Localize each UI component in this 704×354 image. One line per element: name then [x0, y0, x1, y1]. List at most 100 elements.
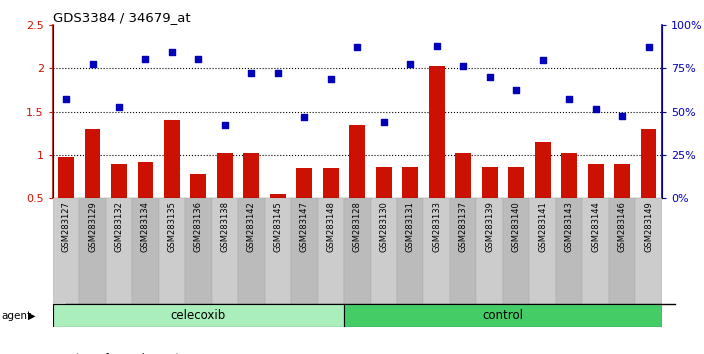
- Bar: [212, 198, 238, 304]
- Bar: [582, 198, 609, 304]
- Bar: [349, 125, 365, 198]
- Point: [378, 119, 389, 125]
- Bar: [614, 164, 630, 198]
- Bar: [450, 198, 477, 304]
- Text: GSM283149: GSM283149: [644, 201, 653, 252]
- Text: GSM283140: GSM283140: [512, 201, 521, 252]
- Bar: [244, 153, 259, 198]
- Text: GSM283129: GSM283129: [88, 201, 97, 252]
- Text: GSM283143: GSM283143: [565, 201, 574, 252]
- Text: celecoxib: celecoxib: [171, 309, 226, 322]
- Text: GSM283142: GSM283142: [247, 201, 256, 252]
- Bar: [529, 198, 556, 304]
- Bar: [429, 67, 445, 198]
- Bar: [191, 174, 206, 198]
- Point: [272, 70, 284, 76]
- Text: GSM283135: GSM283135: [168, 201, 177, 252]
- Bar: [323, 168, 339, 198]
- Bar: [534, 142, 551, 198]
- Bar: [344, 198, 370, 304]
- Point: [537, 57, 548, 63]
- Point: [434, 226, 446, 232]
- Bar: [265, 198, 291, 304]
- Bar: [53, 198, 80, 304]
- Bar: [556, 198, 582, 304]
- Point: [87, 61, 98, 67]
- Bar: [397, 198, 424, 304]
- Text: GSM283128: GSM283128: [353, 201, 362, 252]
- Bar: [217, 153, 233, 198]
- Point: [219, 122, 230, 127]
- Point: [193, 57, 204, 62]
- Bar: [132, 198, 158, 304]
- Bar: [270, 194, 286, 198]
- Bar: [477, 198, 503, 304]
- Point: [590, 106, 601, 112]
- Bar: [370, 198, 397, 304]
- Point: [458, 63, 469, 68]
- Bar: [508, 167, 524, 198]
- Text: GSM283130: GSM283130: [379, 201, 389, 252]
- Text: GSM283145: GSM283145: [273, 201, 282, 252]
- Bar: [641, 129, 656, 198]
- Bar: [238, 198, 265, 304]
- Point: [563, 96, 574, 101]
- Point: [140, 57, 151, 62]
- Bar: [503, 198, 529, 304]
- Text: agent: agent: [1, 311, 32, 321]
- Bar: [376, 167, 391, 198]
- Text: GSM283127: GSM283127: [61, 201, 70, 252]
- Text: GSM283147: GSM283147: [300, 201, 309, 252]
- Text: GSM283144: GSM283144: [591, 201, 600, 252]
- Bar: [424, 198, 450, 304]
- Text: transformed count: transformed count: [76, 353, 180, 354]
- Text: GSM283136: GSM283136: [194, 201, 203, 252]
- Text: GDS3384 / 34679_at: GDS3384 / 34679_at: [53, 11, 190, 24]
- Bar: [588, 164, 603, 198]
- Bar: [561, 153, 577, 198]
- Text: GSM283139: GSM283139: [485, 201, 494, 252]
- Text: GSM283138: GSM283138: [220, 201, 230, 252]
- Text: GSM283141: GSM283141: [538, 201, 547, 252]
- Point: [351, 45, 363, 50]
- Text: control: control: [482, 309, 523, 322]
- Bar: [482, 167, 498, 198]
- Bar: [402, 167, 418, 198]
- Point: [643, 45, 654, 50]
- Point: [61, 96, 72, 101]
- Point: [617, 113, 628, 119]
- Bar: [53, 198, 662, 304]
- Text: GSM283133: GSM283133: [432, 201, 441, 252]
- Point: [325, 76, 337, 82]
- Bar: [137, 162, 153, 198]
- Point: [246, 70, 257, 76]
- Point: [166, 49, 177, 55]
- Bar: [84, 129, 101, 198]
- Bar: [609, 198, 635, 304]
- Text: GSM283134: GSM283134: [141, 201, 150, 252]
- Bar: [318, 198, 344, 304]
- Point: [510, 87, 522, 93]
- Bar: [296, 168, 313, 198]
- Bar: [344, 304, 662, 327]
- Point: [431, 43, 442, 48]
- Bar: [291, 198, 318, 304]
- Text: GSM283137: GSM283137: [459, 201, 467, 252]
- Text: GSM283132: GSM283132: [115, 201, 123, 252]
- Text: GSM283148: GSM283148: [326, 201, 335, 252]
- Bar: [58, 158, 74, 198]
- Text: ▶: ▶: [28, 311, 36, 321]
- Bar: [106, 198, 132, 304]
- Bar: [185, 198, 212, 304]
- Bar: [164, 120, 180, 198]
- Bar: [111, 164, 127, 198]
- Point: [405, 61, 416, 67]
- Bar: [635, 198, 662, 304]
- Text: GSM283131: GSM283131: [406, 201, 415, 252]
- Bar: [455, 153, 471, 198]
- Bar: [53, 304, 344, 327]
- Point: [484, 74, 496, 80]
- Bar: [158, 198, 185, 304]
- Point: [113, 104, 125, 110]
- Bar: [80, 198, 106, 304]
